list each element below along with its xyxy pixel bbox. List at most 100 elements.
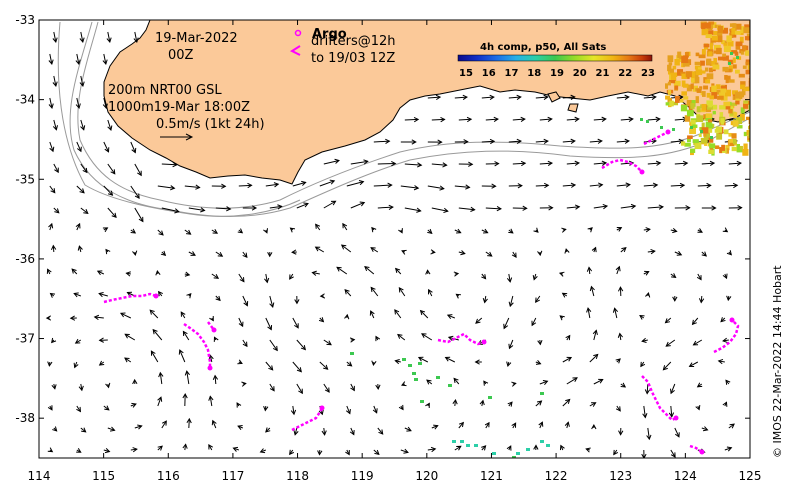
- sst-pixel: [512, 456, 516, 458]
- sst-pixel: [719, 147, 723, 154]
- current-vector-head: [318, 409, 324, 416]
- current-vector: [481, 96, 494, 99]
- current-vector: [341, 244, 352, 253]
- current-vector-head: [676, 250, 683, 256]
- current-vector: [454, 229, 461, 234]
- sst-pixel: [730, 52, 733, 55]
- current-vector-head: [435, 94, 442, 101]
- current-vector-head: [247, 182, 253, 189]
- current-vector-head: [532, 275, 538, 281]
- current-vector: [120, 312, 132, 319]
- current-vector: [728, 162, 741, 165]
- current-vector-head: [47, 361, 53, 367]
- current-vector-head: [221, 183, 227, 189]
- current-vector-head: [110, 169, 116, 175]
- sst-pixel: [694, 143, 702, 150]
- sst-pixel: [418, 362, 422, 365]
- sst-pixel: [436, 376, 440, 379]
- current-vector: [508, 273, 511, 282]
- current-vector: [427, 96, 441, 99]
- current-vector: [418, 356, 429, 363]
- sst-pixel: [715, 37, 721, 42]
- sst-pixel: [714, 129, 720, 133]
- current-vector-head: [561, 292, 568, 298]
- sst-pixel: [722, 53, 726, 57]
- sst-pixel: [726, 35, 732, 43]
- current-vector-head: [601, 160, 608, 166]
- current-vector-head: [238, 321, 244, 328]
- sst-pixel: [728, 79, 735, 83]
- map-hour: 00Z: [168, 48, 194, 63]
- current-vector: [427, 185, 444, 190]
- current-vector-head: [397, 333, 403, 339]
- sst-pixel: [745, 61, 750, 65]
- current-vector: [182, 331, 190, 341]
- colorbar-title: 4h comp, p50, All Sats: [480, 42, 606, 53]
- current-vector-head: [350, 385, 355, 392]
- current-vector-head: [48, 222, 54, 229]
- current-vector: [508, 140, 522, 143]
- current-vector: [589, 140, 602, 143]
- current-vector-head: [49, 292, 56, 298]
- current-vector-head: [318, 317, 325, 323]
- current-vector-head: [364, 265, 370, 272]
- current-vector-head: [592, 329, 598, 335]
- current-vector-head: [729, 423, 735, 429]
- sst-pixel: [740, 81, 746, 86]
- current-vector: [80, 31, 84, 43]
- current-vector-head: [585, 447, 591, 453]
- current-vector-head: [516, 94, 522, 100]
- current-vector: [674, 251, 682, 256]
- sst-pixel: [713, 31, 719, 36]
- current-vector-head: [617, 286, 624, 292]
- sst-pixel: [703, 85, 709, 90]
- sst-pixel: [742, 149, 749, 156]
- current-vector-head: [50, 188, 56, 194]
- current-vector-head: [481, 274, 487, 280]
- sst-pixel: [516, 452, 520, 455]
- current-vector: [458, 118, 472, 121]
- sst-pixel: [687, 137, 691, 143]
- sst-pixel: [705, 34, 712, 39]
- current-vector-head: [82, 167, 88, 174]
- current-vector-head: [213, 273, 220, 279]
- sst-pixel: [720, 118, 725, 125]
- current-vector: [53, 119, 57, 130]
- current-vector-head: [678, 94, 684, 100]
- current-vector-head: [79, 81, 85, 88]
- sst-pixel: [709, 60, 717, 66]
- sst-pixel: [739, 36, 744, 43]
- current-vector: [689, 361, 699, 367]
- sst-pixel: [747, 136, 750, 141]
- current-vector: [94, 316, 104, 319]
- sst-pixel: [736, 125, 743, 129]
- current-vector: [531, 317, 537, 326]
- current-vector-head: [398, 228, 403, 234]
- current-vector: [616, 140, 629, 143]
- sst-pixel: [743, 143, 748, 150]
- current-vector: [373, 184, 392, 187]
- sst-pixel: [706, 100, 713, 106]
- current-vector-head: [593, 353, 599, 360]
- sst-pixel: [546, 444, 550, 447]
- sst-pixel: [704, 67, 709, 72]
- current-vector-head: [155, 270, 161, 276]
- x-axis: 114 115 116 117 118 119 120 121 122 123 124 125: [28, 20, 761, 483]
- current-vector-head: [349, 430, 355, 436]
- current-vector: [370, 310, 375, 319]
- current-vector-head: [242, 341, 248, 348]
- current-vector-head: [162, 420, 167, 426]
- current-vector-head: [174, 208, 180, 214]
- sst-pixel: [748, 21, 750, 26]
- current-vector: [292, 181, 306, 187]
- current-vector-head: [78, 385, 84, 392]
- sst-pixel: [728, 62, 731, 65]
- current-vector-head: [150, 350, 156, 356]
- current-vector-head: [706, 182, 712, 189]
- current-vector-head: [208, 444, 214, 450]
- current-vector: [52, 245, 55, 253]
- current-vector: [670, 449, 676, 458]
- sst-pixel: [715, 145, 720, 150]
- sst-pixel: [709, 143, 716, 149]
- sst-pixel: [695, 52, 700, 57]
